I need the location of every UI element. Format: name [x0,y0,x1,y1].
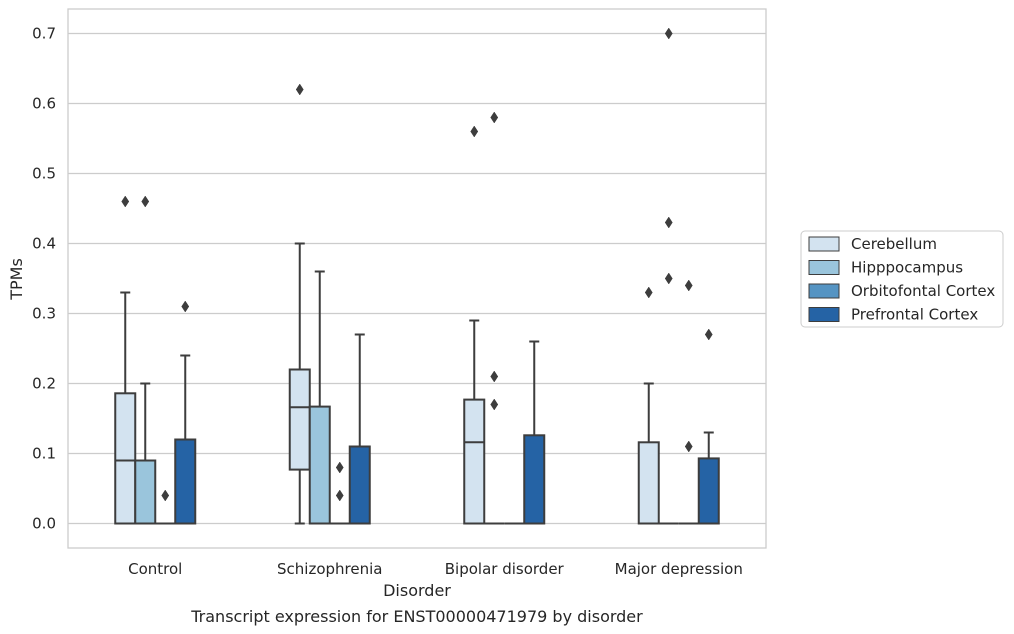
box-iqr [174,438,197,525]
plot-background [68,9,766,548]
x-tick-label: Major depression [615,560,743,578]
y-tick-label: 0.5 [32,165,56,183]
y-axis-ticks: 0.0 0.1 0.2 0.3 0.4 0.5 0.6 0.7 [32,25,56,533]
legend-label: Orbitofontal Cortex [851,282,995,300]
legend-swatch [808,307,840,322]
y-tick-label: 0.4 [32,235,56,253]
outlier-point [644,286,653,299]
x-axis-ticks: Control Schizophrenia Bipolar disorder Majo… [128,560,743,578]
y-tick-label: 0.1 [32,445,56,463]
outlier-point [121,195,130,208]
y-tick-label: 0.0 [32,515,56,533]
x-axis-label: Disorder [383,581,451,600]
outlier-point [490,398,499,411]
category-group [288,83,371,525]
category-group [463,111,546,525]
outlier-point [684,279,693,292]
outlier-point [295,83,304,96]
outlier-point [335,489,344,502]
y-tick-label: 0.7 [32,25,56,43]
outlier-point [181,300,190,313]
legend: Cerebellum Hipppocampus Orbitofontal Corte… [800,230,1004,328]
outlier-point [490,370,499,383]
box-iqr [288,368,311,471]
outlier-point [335,461,344,474]
box-iqr [463,398,486,525]
legend-label: Prefrontal Cortex [851,306,978,324]
y-tick-label: 0.2 [32,375,56,393]
box-groups [114,27,720,525]
outlier-point [664,216,673,229]
box-iqr [348,445,371,525]
category-group [637,27,720,525]
legend-swatch [808,260,840,275]
outlier-point [664,27,673,40]
legend-swatch [808,236,840,252]
plot-frame [67,8,767,549]
category-group [114,195,197,525]
box-iqr [637,441,660,525]
outlier-point [490,111,499,124]
outlier-point [704,328,713,341]
box-iqr [697,457,720,525]
outlier-point [161,489,170,502]
outlier-point [470,125,479,138]
box-iqr [114,392,137,525]
box-iqr [523,434,546,525]
x-tick-label: Bipolar disorder [445,560,565,578]
y-tick-label: 0.3 [32,305,56,323]
x-tick-label: Control [128,560,182,578]
outlier-point [141,195,150,208]
x-tick-label: Schizophrenia [277,560,382,578]
legend-swatch [808,283,840,299]
legend-frame [800,230,1004,328]
legend-label: Cerebellum [851,235,937,253]
box-iqr [134,459,157,525]
box-iqr [308,405,331,525]
y-axis-label: TPMs [7,258,26,301]
chart-caption: Transcript expression for ENST0000047197… [190,607,643,626]
outlier-point [684,440,693,453]
outlier-point [664,272,673,285]
y-tick-label: 0.6 [32,95,56,113]
legend-label: Hipppocampus [851,259,963,277]
